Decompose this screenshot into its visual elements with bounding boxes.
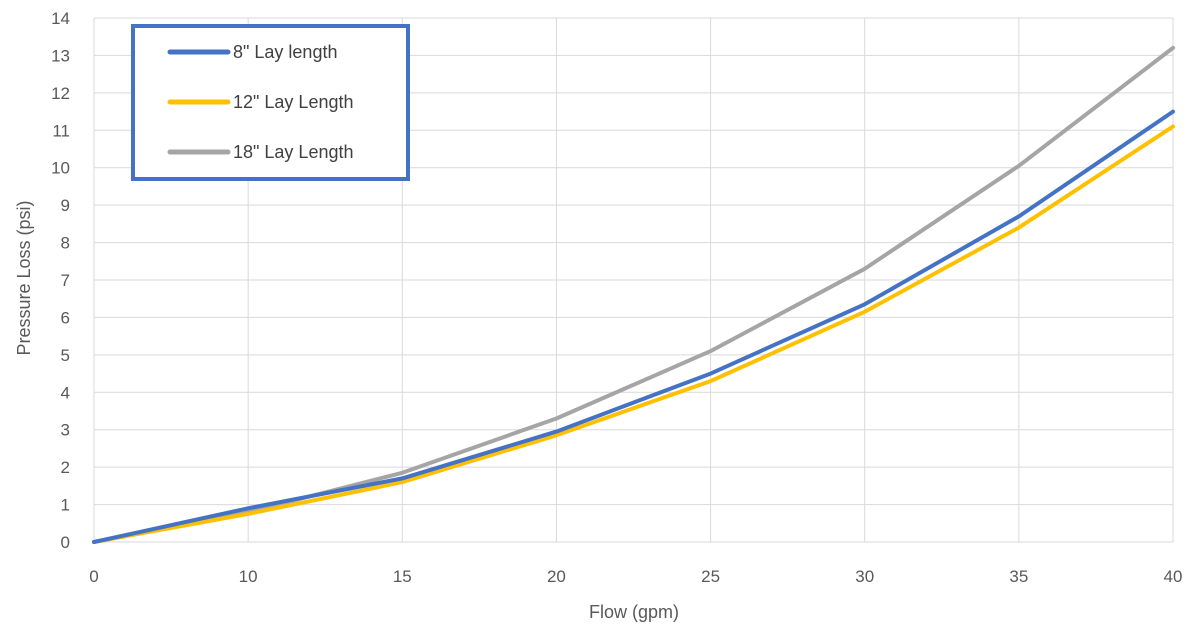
y-tick-label: 7 <box>61 271 70 290</box>
x-tick-label: 30 <box>855 567 874 586</box>
y-tick-label: 11 <box>52 121 70 140</box>
y-tick-label: 12 <box>51 84 70 103</box>
x-tick-label: 40 <box>1164 567 1183 586</box>
y-tick-label: 3 <box>61 421 70 440</box>
x-tick-label: 0 <box>89 567 98 586</box>
y-tick-label: 2 <box>61 458 70 477</box>
series-line-2 <box>92 124 1175 544</box>
legend-label: 8" Lay length <box>233 42 337 62</box>
series-line-3 <box>92 45 1175 544</box>
y-tick-label: 14 <box>51 9 70 28</box>
x-tick-label: 20 <box>547 567 566 586</box>
legend-label: 18" Lay Length <box>233 142 354 162</box>
x-tick-label: 25 <box>701 567 720 586</box>
y-tick-label: 9 <box>61 196 70 215</box>
y-tick-label: 6 <box>61 308 70 327</box>
legend: 8" Lay length 12" Lay Length 18" Lay Lengt… <box>131 24 410 181</box>
x-tick-label: 10 <box>239 567 258 586</box>
x-axis-title: Flow (gpm) <box>589 602 679 622</box>
y-axis-title: Pressure Loss (psi) <box>14 200 34 355</box>
y-tick-label: 13 <box>51 46 70 65</box>
series-lines <box>92 45 1175 544</box>
y-tick-label: 1 <box>61 496 70 515</box>
y-tick-label: 4 <box>61 383 70 402</box>
y-tick-label: 10 <box>51 159 70 178</box>
series-line-1 <box>92 109 1175 544</box>
y-tick-label: 5 <box>61 346 70 365</box>
y-tick-label: 8 <box>61 234 70 253</box>
x-tick-label: 35 <box>1009 567 1028 586</box>
y-tick-label: 0 <box>61 533 70 552</box>
legend-label: 12" Lay Length <box>233 92 354 112</box>
x-axis-ticks: 0 10 15 20 25 30 35 40 <box>89 567 1182 586</box>
x-tick-label: 15 <box>393 567 412 586</box>
